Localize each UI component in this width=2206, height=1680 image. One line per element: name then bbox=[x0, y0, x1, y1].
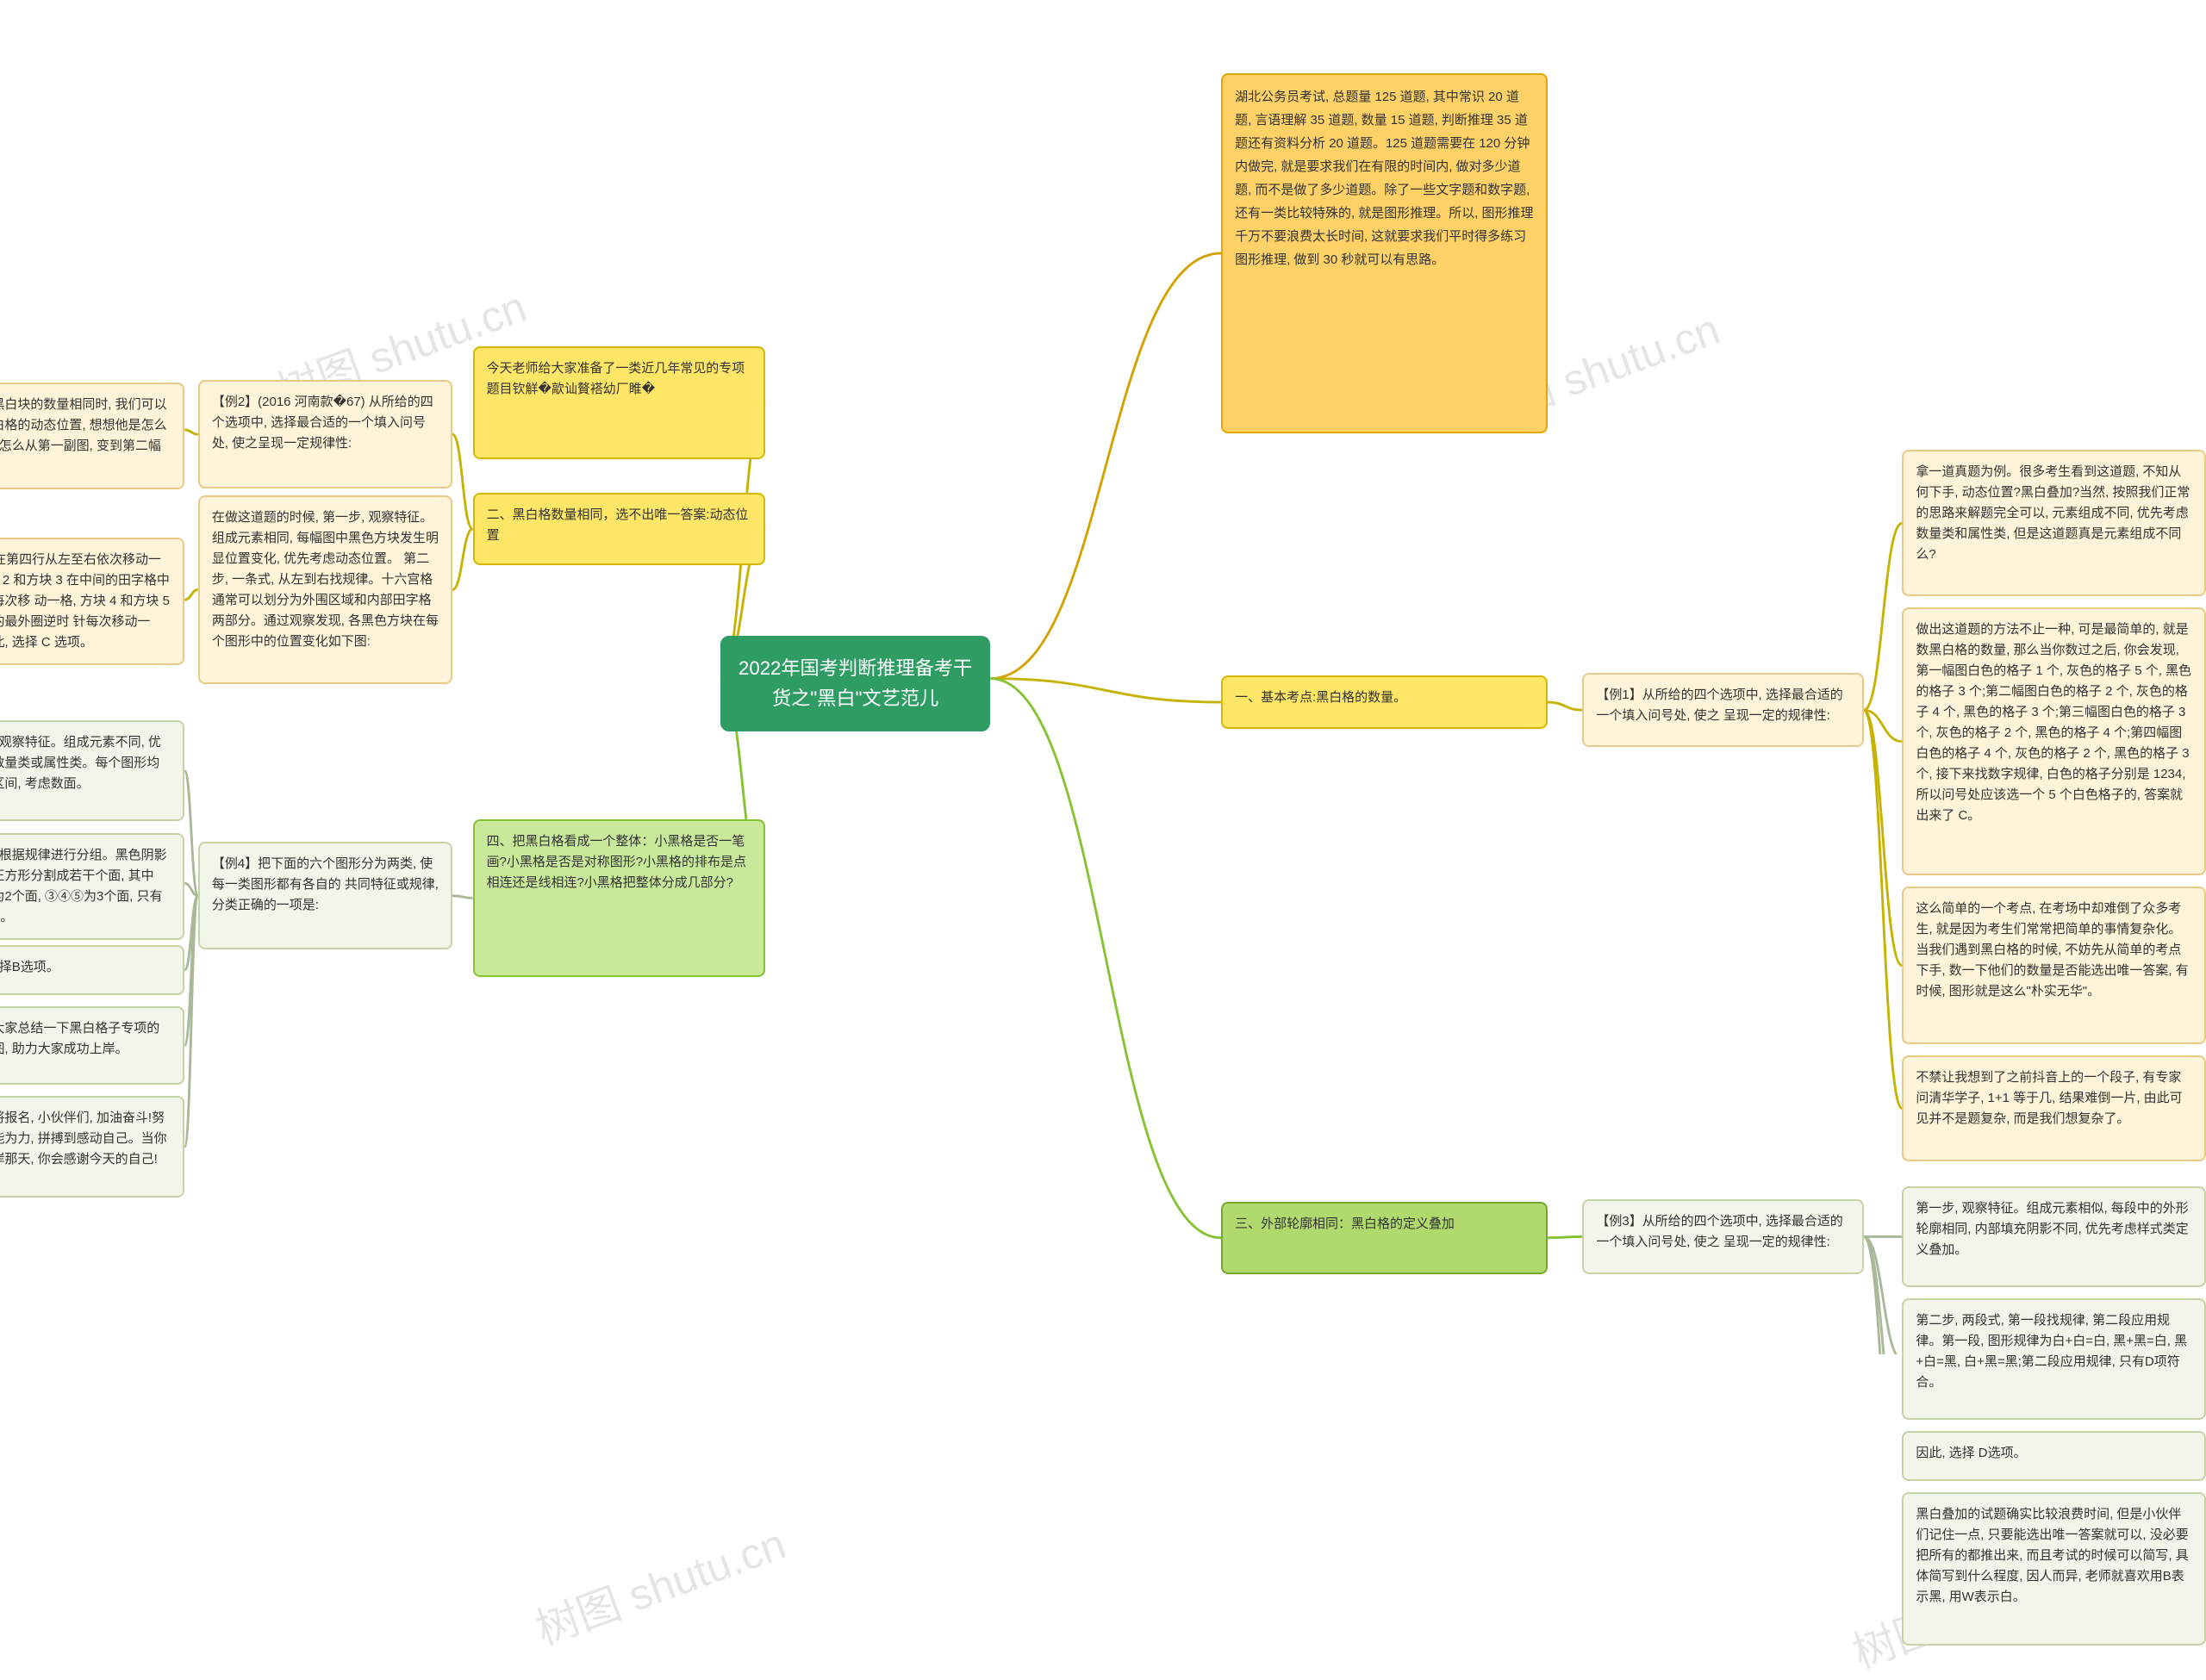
b1-leaf-3: 这么简单的一个考点, 在考场中却难倒了众多考生, 就是因为考生们常常把简单的事情… bbox=[1902, 887, 2206, 1044]
branch-2[interactable]: 二、黑白格数量相同，选不出唯一答案:动态位置 bbox=[473, 493, 766, 565]
b3-leaf-1: 第一步, 观察特征。组成元素相似, 每段中的外形轮廓相同, 内部填充阴影不同, … bbox=[1902, 1186, 2206, 1288]
b3-leaf-4: 黑白叠加的试题确实比较浪费时间, 但是小伙伴们记住一点, 只要能选出唯一答案就可… bbox=[1902, 1492, 2206, 1646]
b4-leaf-3: 因此, 选择B选项。 bbox=[0, 945, 184, 994]
b1-leaf-4: 不禁让我想到了之前抖音上的一个段子, 有专家问清华学子, 1+1 等于几, 结果… bbox=[1902, 1055, 2206, 1161]
b4-leaf-2: 第二步, 根据规律进行分组。黑色阴影部分将正方形分割成若干个面, 其中①②⑥为2… bbox=[0, 833, 184, 940]
b1-leaf-2: 做出这道题的方法不止一种, 可是最简单的, 就是数黑白格的数量, 那么当你数过之… bbox=[1902, 607, 2206, 875]
b1-leaf-1: 拿一道真题为例。很多考生看到这道题, 不知从何下手, 动态位置?黑白叠加?当然,… bbox=[1902, 450, 2206, 596]
b2-example[interactable]: 【例2】(2016 河南款�67) 从所给的四个选项中, 选择最合适的一个填入问… bbox=[198, 380, 452, 488]
b2-leaf-2: 方块 1 在第四行从左至右依次移动一格, 方块 2 和方块 3 在中间的田字格中… bbox=[0, 538, 184, 665]
b3-leaf-2: 第二步, 两段式, 第一段找规律, 第二段应用规律。第一段, 图形规律为白+白=… bbox=[1902, 1298, 2206, 1420]
b4-leaf-1: 第一步, 观察特征。组成元素不同, 优先考虑数量类或属性类。每个图形均有封闭区间… bbox=[0, 720, 184, 822]
b4-example[interactable]: 【例4】把下面的六个图形分为两类, 使每一类图形都有各自的 共同特征或规律, 分… bbox=[198, 842, 452, 949]
branch-context[interactable]: 湖北公务员考试, 总题量 125 道题, 其中常识 20 道题, 言语理解 35… bbox=[1221, 73, 1548, 433]
branch-4[interactable]: 四、把黑白格看成一个整体：小黑格是否一笔画?小黑格是否是对称图形?小黑格的排布是… bbox=[473, 819, 766, 977]
branch-3[interactable]: 三、外部轮廓相同：黑白格的定义叠加 bbox=[1221, 1202, 1548, 1274]
b3-example[interactable]: 【例3】从所给的四个选项中, 选择最合适的一个填入问号处, 使之 呈现一定的规律… bbox=[1582, 1199, 1864, 1273]
b2-leaf-1: 那么当黑白块的数量相同时, 我们可以考虑黑白格的动态位置, 想想他是怎么运动的,… bbox=[0, 383, 184, 489]
b3-leaf-3: 因此, 选择 D选项。 bbox=[1902, 1431, 2206, 1480]
b2-step[interactable]: 在做这道题的时候, 第一步, 观察特征。组成元素相同, 每幅图中黑色方块发生明显… bbox=[198, 495, 452, 684]
b4-leaf-5: 国考即将报名, 小伙伴们, 加油奋斗!努力到无能为力, 拼搏到感动自己。当你成功… bbox=[0, 1096, 184, 1198]
branch-intro[interactable]: 今天老师给大家准备了一类近几年常见的专项题目钦觧�歊讪贅褡幼厂睢� bbox=[473, 346, 766, 459]
b4-leaf-4: 最后给大家总结一下黑白格子专项的思维导图, 助力大家成功上岸。 bbox=[0, 1006, 184, 1085]
b1-example[interactable]: 【例1】从所给的四个选项中, 选择最合适的一个填入问号处, 使之 呈现一定的规律… bbox=[1582, 673, 1864, 747]
mindmap-root[interactable]: 2022年国考判断推理备考干货之"黑白"文艺范儿 bbox=[720, 636, 990, 731]
branch-1[interactable]: 一、基本考点:黑白格的数量。 bbox=[1221, 675, 1548, 730]
watermark: 树图 shutu.cn bbox=[527, 1510, 793, 1658]
